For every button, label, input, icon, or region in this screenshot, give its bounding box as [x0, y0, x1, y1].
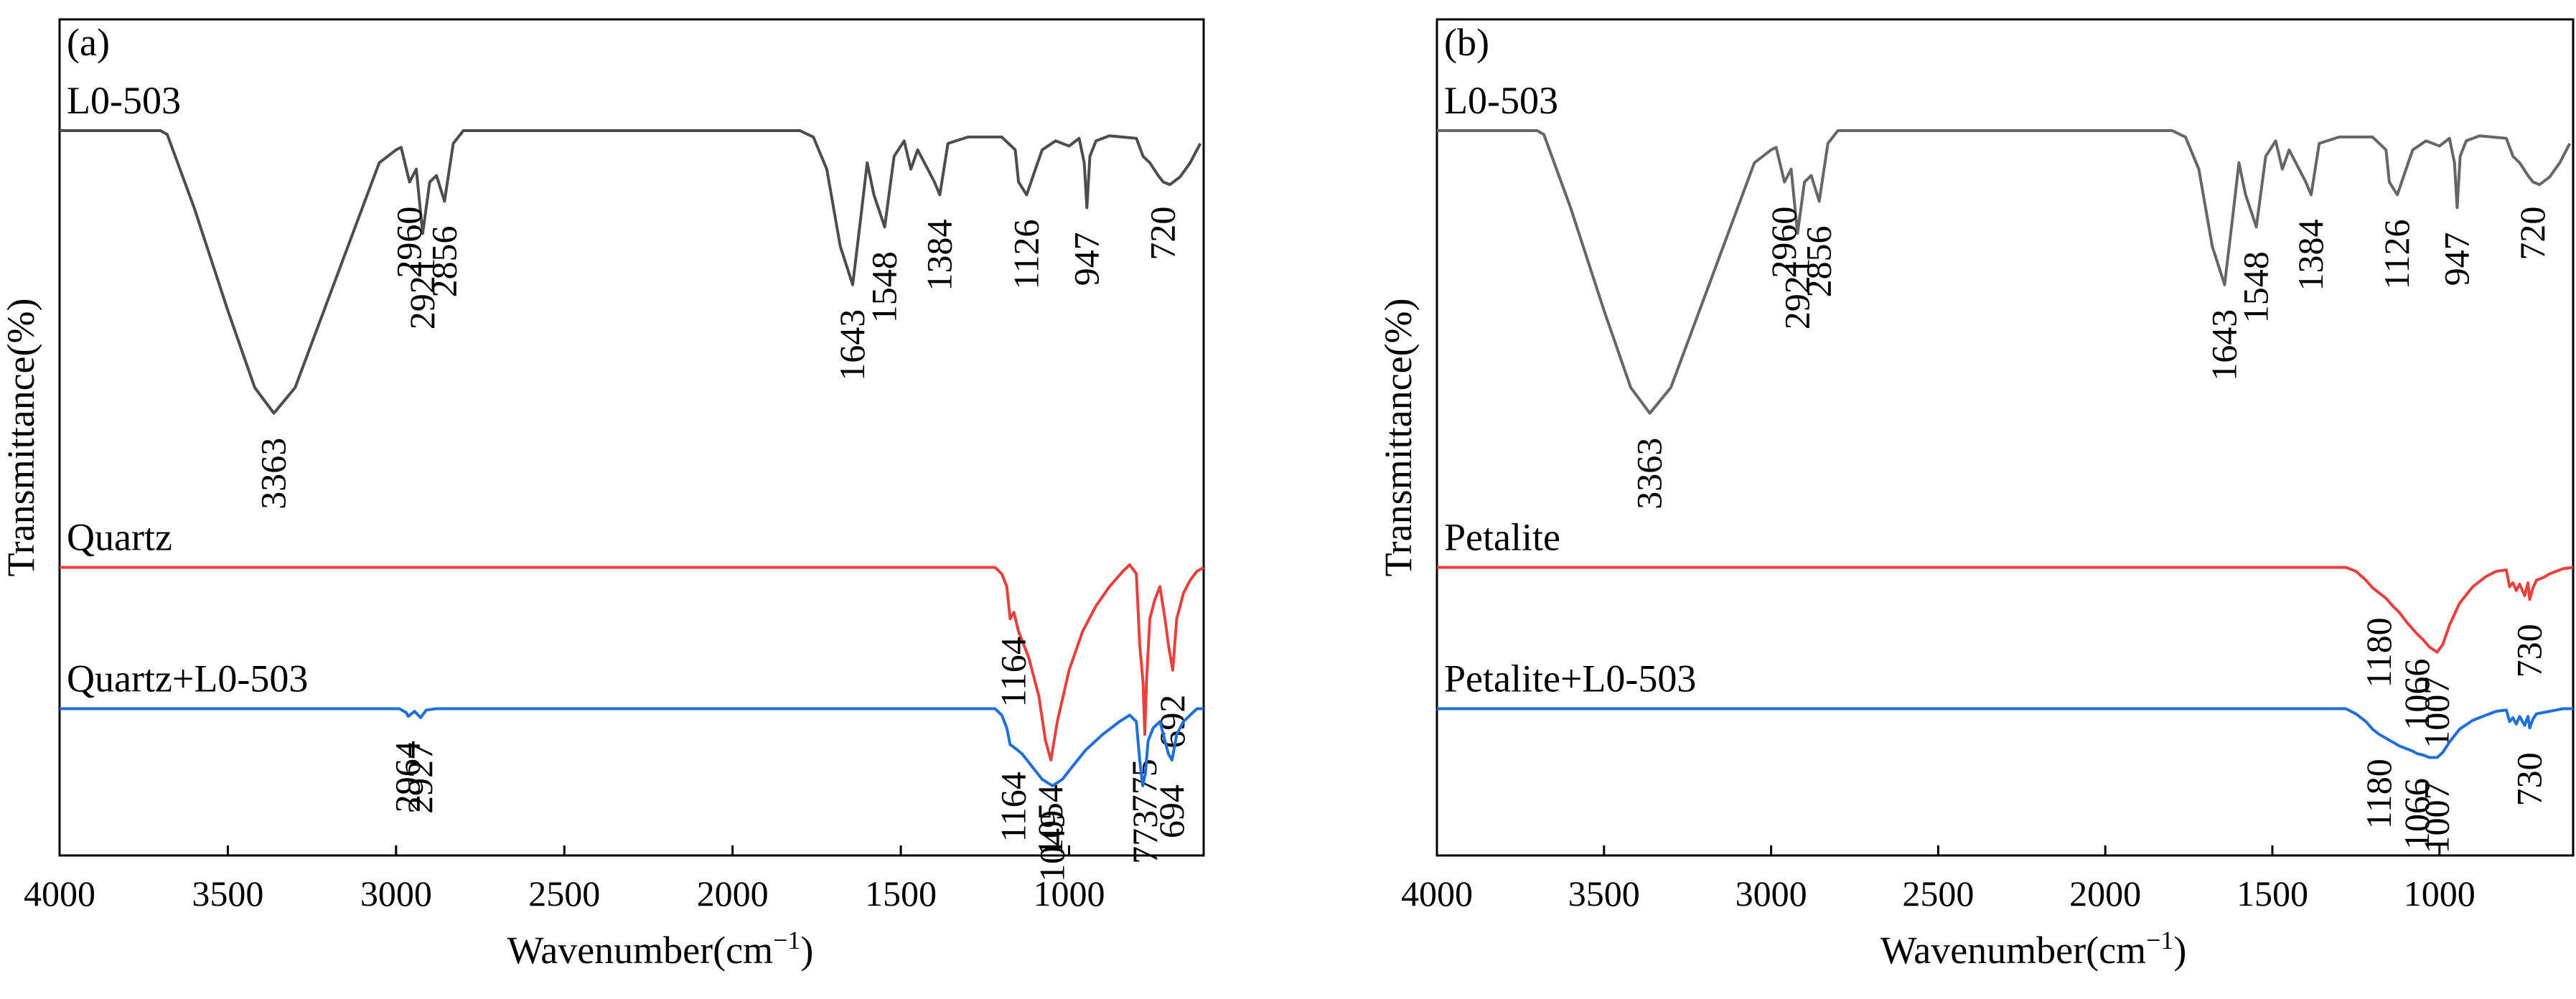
peak-annotation: 2960	[389, 207, 429, 278]
series-line	[1437, 707, 2573, 759]
x-axis-title-superscript: −1	[773, 926, 800, 955]
peak-annotation: 1180	[2359, 759, 2399, 829]
peak-annotation: 1643	[2203, 309, 2244, 381]
x-tick-label: 3000	[1736, 873, 1807, 914]
x-tick-label: 4000	[24, 873, 95, 914]
peak-annotation: 694	[1151, 784, 1191, 838]
x-tick-label: 2000	[697, 873, 769, 914]
x-tick-label: 1500	[2237, 873, 2308, 914]
series-label: Petalite+L0-503	[1444, 657, 1696, 700]
peak-annotation: 730	[2509, 752, 2549, 806]
peak-annotation: 1066	[2397, 778, 2437, 850]
peak-annotation: 947	[2436, 232, 2476, 286]
x-tick-label: 2500	[528, 873, 600, 914]
chart-panel-a: (a) 4000 3500 3000 2500 2000 1500 1000 Wavenumbe…	[0, 18, 1205, 972]
peak-annotation: 3363	[1629, 438, 1669, 510]
peak-annotation: 2921	[402, 258, 442, 329]
peak-annotation: 1548	[2236, 251, 2276, 323]
series-line	[60, 707, 1204, 787]
plot-frame	[1435, 18, 2575, 857]
peak-annotation: 947	[1066, 232, 1106, 286]
peak-annotation: 1007	[2417, 677, 2457, 749]
peak-annotation: 1066	[2397, 659, 2437, 731]
peak-annotation: 2964	[388, 741, 428, 812]
peak-annotation: 1180	[2359, 617, 2399, 688]
x-tick-label: 3000	[360, 873, 432, 914]
peak-annotation: 1049	[1031, 810, 1072, 882]
peak-annotation: 2921	[1776, 258, 1817, 329]
peak-annotation: 1126	[1006, 220, 1046, 290]
peak-annotation: 2856	[423, 225, 464, 297]
x-axis-title-main: Wavenumber(cm	[507, 929, 774, 972]
peak-annotation: 773	[1125, 810, 1165, 864]
series-label: L0-503	[67, 79, 181, 122]
x-axis-title: Wavenumber(cm−1)	[1881, 926, 2187, 972]
x-tick-label: 3500	[192, 873, 263, 914]
peak-annotation: 720	[1143, 207, 1183, 261]
x-tick-label: 3500	[1568, 873, 1640, 914]
series-label: Quartz	[67, 516, 172, 559]
series-label: L0-503	[1444, 79, 1558, 122]
series-label: Quartz+L0-503	[67, 657, 308, 700]
series-line	[60, 129, 1202, 415]
peak-annotation: 1007	[2417, 782, 2457, 854]
x-axis-title-close: )	[2173, 929, 2186, 972]
peak-annotation: 1384	[2290, 220, 2331, 291]
peak-annotation: 730	[2509, 624, 2549, 677]
series-line	[1437, 129, 2572, 415]
peak-annotation: 692	[1152, 695, 1192, 749]
peak-annotation: 1548	[864, 251, 904, 323]
peak-annotation: 2927	[400, 742, 440, 814]
peak-annotation: 1164	[993, 771, 1034, 842]
peak-annotation: 3363	[253, 438, 294, 510]
x-tick-label: 1000	[2404, 873, 2476, 914]
peak-annotation: 2960	[1764, 207, 1804, 278]
x-tick-label: 2500	[1902, 873, 1974, 914]
x-axis-title-superscript: −1	[2146, 926, 2173, 955]
peak-annotation: 1164	[993, 637, 1034, 707]
series-line	[60, 563, 1204, 762]
panel-label: (b)	[1444, 21, 1489, 64]
peak-annotation: 1384	[919, 220, 959, 291]
x-axis-title-close: )	[800, 929, 813, 972]
y-axis-title: Transmittance(%)	[1377, 299, 1420, 577]
x-tick-label: 4000	[1401, 873, 1473, 914]
peak-annotation: 720	[2512, 207, 2552, 261]
y-axis-title: Transmittance(%)	[0, 299, 42, 577]
x-tick-label: 2000	[2069, 873, 2141, 914]
series-label: Petalite	[1444, 516, 1560, 559]
peak-annotation: 1126	[2376, 220, 2417, 290]
panel-label: (a)	[67, 21, 110, 64]
x-tick-label: 1500	[865, 873, 937, 914]
x-axis-title: Wavenumber(cm−1)	[507, 926, 814, 972]
plot-frame	[58, 18, 1205, 857]
peak-annotation: 2856	[1799, 225, 1839, 297]
series-line	[1437, 566, 2574, 654]
peak-annotation: 1054	[1030, 784, 1070, 856]
peak-annotation: 1643	[832, 309, 872, 381]
x-axis-title-main: Wavenumber(cm	[1881, 929, 2147, 972]
x-tick-label: 1000	[1033, 873, 1105, 914]
chart-panel-b: (b) 4000 3500 3000 2500 2000 1500 1000 Wavenumbe…	[1377, 18, 2575, 972]
